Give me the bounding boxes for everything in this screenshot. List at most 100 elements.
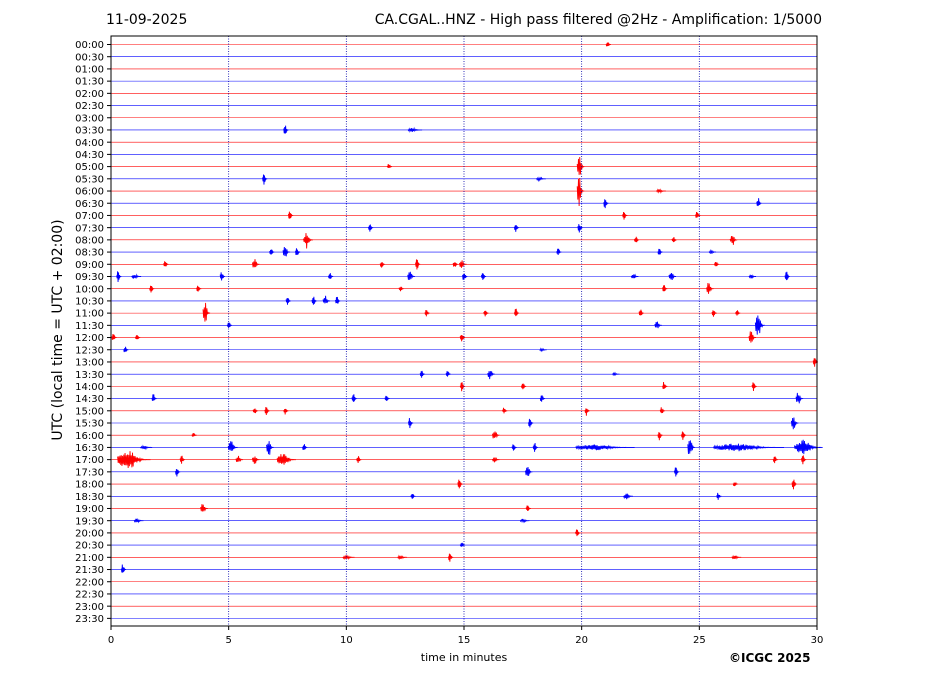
seismic-event bbox=[328, 273, 334, 279]
trace-row bbox=[111, 346, 817, 353]
seismic-event bbox=[252, 408, 258, 414]
seismic-event bbox=[575, 444, 635, 451]
y-tick-label: 02:00 bbox=[75, 89, 104, 100]
seismic-event bbox=[513, 225, 520, 232]
y-tick-label: 13:00 bbox=[75, 358, 104, 369]
seismic-event bbox=[407, 271, 415, 280]
y-tick-label: 23:30 bbox=[75, 614, 104, 625]
seismic-event bbox=[410, 493, 416, 499]
seismic-event bbox=[163, 261, 169, 267]
seismic-event bbox=[384, 395, 390, 401]
trace-row bbox=[111, 451, 817, 469]
x-tick-label: 30 bbox=[811, 635, 824, 646]
seismic-event bbox=[511, 444, 517, 451]
y-tick-label: 11:00 bbox=[75, 309, 104, 320]
x-tick-label: 5 bbox=[225, 635, 231, 646]
seismic-event bbox=[269, 249, 275, 255]
seismic-event bbox=[791, 479, 797, 490]
y-tick-label: 10:00 bbox=[75, 284, 104, 295]
y-tick-label: 14:00 bbox=[75, 382, 104, 393]
seismic-event bbox=[662, 381, 668, 390]
seismic-event bbox=[708, 249, 717, 255]
seismic-event bbox=[673, 467, 680, 477]
y-tick-label: 10:30 bbox=[75, 297, 104, 308]
seismic-event bbox=[584, 408, 590, 416]
y-tick-label: 09:30 bbox=[75, 272, 104, 283]
seismic-event bbox=[751, 382, 757, 392]
seismic-event bbox=[117, 451, 151, 469]
seismic-event bbox=[735, 310, 741, 316]
seismic-event bbox=[335, 296, 341, 304]
seismic-event bbox=[283, 408, 289, 415]
seismic-event bbox=[196, 285, 202, 292]
seismic-event bbox=[754, 315, 765, 335]
y-tick-label: 01:00 bbox=[75, 65, 104, 76]
seismic-event bbox=[612, 371, 620, 377]
y-tick-label: 12:30 bbox=[75, 345, 104, 356]
y-tick-label: 06:00 bbox=[75, 187, 104, 198]
chart-title: CA.CGAL..HNZ - High pass filtered @2Hz -… bbox=[374, 12, 822, 28]
seismic-event bbox=[605, 42, 611, 47]
seismic-event bbox=[227, 441, 238, 451]
y-tick-label: 01:30 bbox=[75, 77, 104, 88]
y-tick-label: 02:30 bbox=[75, 101, 104, 112]
seismic-event bbox=[656, 188, 666, 194]
seismic-event bbox=[790, 417, 799, 430]
trace-row bbox=[111, 553, 817, 562]
seismic-event bbox=[659, 407, 666, 414]
trace-row bbox=[111, 283, 817, 294]
seismic-event bbox=[457, 479, 463, 489]
y-tick-label: 16:00 bbox=[75, 431, 104, 442]
trace-row bbox=[111, 358, 818, 367]
y-tick-label: 21:00 bbox=[75, 553, 104, 564]
seismic-event bbox=[532, 443, 538, 452]
seismic-event bbox=[151, 394, 157, 401]
x-tick-label: 25 bbox=[693, 635, 706, 646]
seismic-event bbox=[452, 262, 458, 267]
seismic-event bbox=[419, 370, 425, 378]
trace-row bbox=[111, 529, 817, 537]
seismic-event bbox=[487, 371, 495, 380]
x-axis-ticks: 0 5 10 15 20 25 30 bbox=[108, 626, 824, 646]
seismic-event bbox=[459, 542, 465, 547]
seismic-event bbox=[687, 440, 695, 455]
y-tick-label: 03:00 bbox=[75, 113, 104, 124]
seismic-event bbox=[415, 259, 421, 270]
seismic-event bbox=[732, 481, 738, 487]
seismic-event bbox=[795, 392, 804, 404]
x-tick-label: 10 bbox=[340, 635, 353, 646]
seismic-event bbox=[459, 335, 466, 342]
y-tick-label: 17:00 bbox=[75, 455, 104, 466]
seismic-event bbox=[681, 431, 687, 440]
y-tick-label: 22:30 bbox=[75, 590, 104, 601]
seismic-event bbox=[140, 444, 153, 451]
seismic-event bbox=[492, 431, 500, 439]
seismic-event bbox=[793, 439, 823, 455]
trace-row bbox=[111, 233, 817, 249]
y-tick-label: 20:30 bbox=[75, 541, 104, 552]
seismic-event bbox=[459, 260, 467, 268]
seismic-event bbox=[276, 454, 296, 465]
seismic-event bbox=[282, 247, 291, 257]
seismic-event bbox=[539, 347, 547, 353]
seismic-event bbox=[116, 271, 122, 283]
date-label: 11-09-2025 bbox=[106, 12, 188, 28]
seismic-event bbox=[342, 554, 355, 561]
seismic-event bbox=[407, 126, 423, 133]
seismic-event bbox=[576, 177, 585, 207]
y-tick-label: 00:30 bbox=[75, 52, 104, 63]
y-tick-label: 16:30 bbox=[75, 443, 104, 454]
trace-row bbox=[111, 542, 817, 547]
trace-row bbox=[111, 431, 817, 441]
seismic-event bbox=[445, 371, 451, 377]
seismic-event bbox=[175, 469, 181, 477]
seismic-event bbox=[654, 321, 662, 329]
trace-row bbox=[111, 331, 817, 343]
x-tick-label: 20 bbox=[575, 635, 588, 646]
y-tick-label: 12:00 bbox=[75, 333, 104, 344]
seismic-event bbox=[731, 554, 742, 560]
seismic-event bbox=[322, 295, 331, 304]
trace-row bbox=[111, 517, 817, 524]
